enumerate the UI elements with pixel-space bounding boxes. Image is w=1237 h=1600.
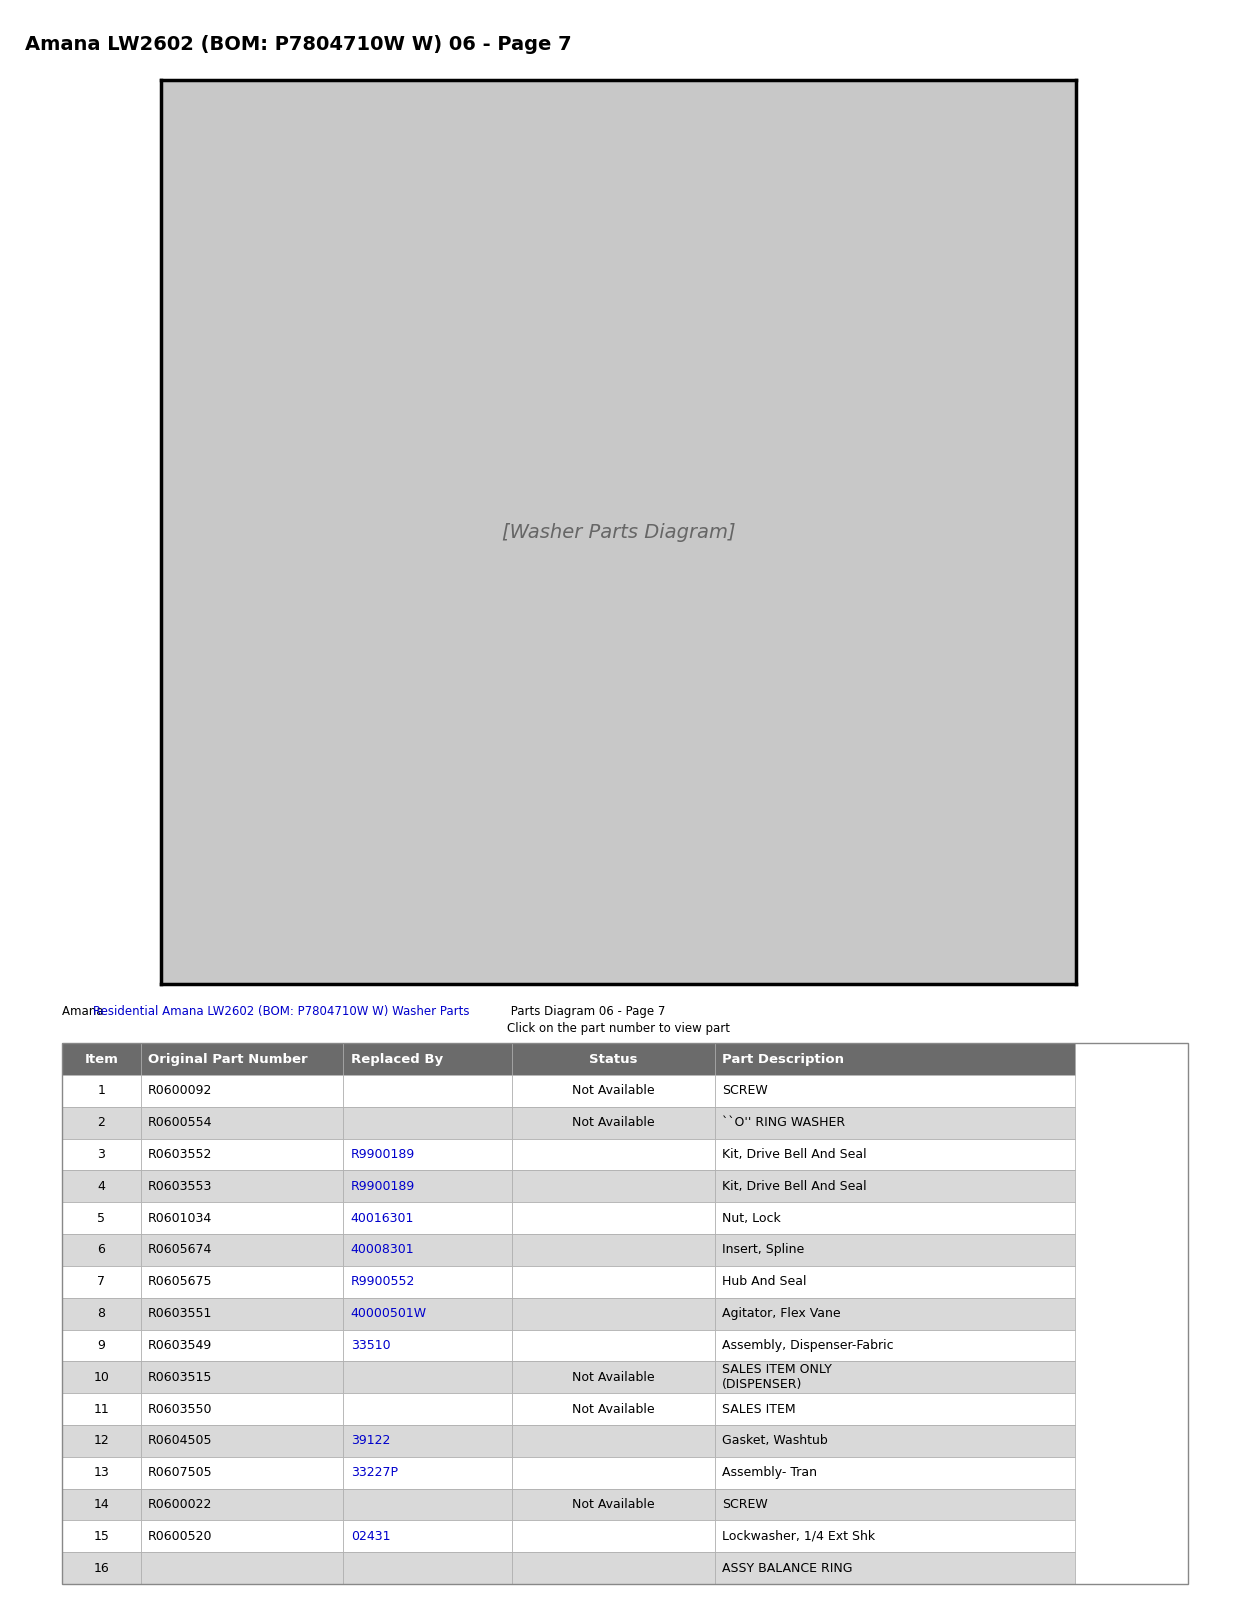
Text: SALES ITEM: SALES ITEM (722, 1403, 795, 1416)
Text: R0600022: R0600022 (148, 1498, 213, 1510)
Text: Amana: Amana (62, 1005, 108, 1018)
Text: R0600092: R0600092 (148, 1085, 213, 1098)
Text: R0603549: R0603549 (148, 1339, 213, 1352)
Text: Hub And Seal: Hub And Seal (722, 1275, 807, 1288)
Text: 7: 7 (98, 1275, 105, 1288)
Text: 8: 8 (98, 1307, 105, 1320)
Text: 1: 1 (98, 1085, 105, 1098)
Text: Gasket, Washtub: Gasket, Washtub (722, 1434, 828, 1448)
Text: 4: 4 (98, 1179, 105, 1194)
Text: Residential Amana LW2602 (BOM: P7804710W W) Washer Parts: Residential Amana LW2602 (BOM: P7804710W… (93, 1005, 469, 1018)
Text: 6: 6 (98, 1243, 105, 1256)
Text: Lockwasher, 1/4 Ext Shk: Lockwasher, 1/4 Ext Shk (722, 1530, 876, 1542)
Text: R0603553: R0603553 (148, 1179, 213, 1194)
Text: R0605675: R0605675 (148, 1275, 213, 1288)
Text: Amana LW2602 (BOM: P7804710W W) 06 - Page 7: Amana LW2602 (BOM: P7804710W W) 06 - Pag… (25, 35, 571, 54)
Text: R0603515: R0603515 (148, 1371, 213, 1384)
Text: R0603550: R0603550 (148, 1403, 213, 1416)
Text: R0600520: R0600520 (148, 1530, 213, 1542)
Text: R9900189: R9900189 (351, 1179, 414, 1194)
Text: R0601034: R0601034 (148, 1211, 213, 1224)
Text: Agitator, Flex Vane: Agitator, Flex Vane (722, 1307, 841, 1320)
Text: 5: 5 (98, 1211, 105, 1224)
Text: 3: 3 (98, 1149, 105, 1162)
Text: 33227P: 33227P (351, 1466, 397, 1478)
Text: 10: 10 (93, 1371, 109, 1384)
Text: Assembly- Tran: Assembly- Tran (722, 1466, 818, 1478)
Text: SCREW: SCREW (722, 1498, 768, 1510)
Text: Not Available: Not Available (573, 1498, 654, 1510)
Text: [Washer Parts Diagram]: [Washer Parts Diagram] (502, 523, 735, 541)
Text: Not Available: Not Available (573, 1403, 654, 1416)
Text: Replaced By: Replaced By (351, 1053, 443, 1066)
Text: R0605674: R0605674 (148, 1243, 213, 1256)
Text: Original Part Number: Original Part Number (148, 1053, 308, 1066)
Text: 12: 12 (93, 1434, 109, 1448)
Text: SCREW: SCREW (722, 1085, 768, 1098)
Text: Click on the part number to view part: Click on the part number to view part (507, 1022, 730, 1035)
Text: 33510: 33510 (351, 1339, 391, 1352)
Text: Kit, Drive Bell And Seal: Kit, Drive Bell And Seal (722, 1149, 867, 1162)
Text: R9900189: R9900189 (351, 1149, 414, 1162)
Text: 16: 16 (93, 1562, 109, 1574)
Text: Not Available: Not Available (573, 1371, 654, 1384)
Text: SALES ITEM ONLY
(DISPENSER): SALES ITEM ONLY (DISPENSER) (722, 1363, 833, 1392)
Text: 13: 13 (93, 1466, 109, 1478)
Text: Not Available: Not Available (573, 1085, 654, 1098)
Text: 40016301: 40016301 (351, 1211, 414, 1224)
Text: 39122: 39122 (351, 1434, 390, 1448)
Text: R0600554: R0600554 (148, 1117, 213, 1130)
Text: Nut, Lock: Nut, Lock (722, 1211, 781, 1224)
Text: R0604505: R0604505 (148, 1434, 213, 1448)
Text: Not Available: Not Available (573, 1117, 654, 1130)
Text: Item: Item (84, 1053, 119, 1066)
Text: R9900552: R9900552 (351, 1275, 416, 1288)
Text: 40000501W: 40000501W (351, 1307, 427, 1320)
Text: 9: 9 (98, 1339, 105, 1352)
Text: R0603552: R0603552 (148, 1149, 213, 1162)
Text: 40008301: 40008301 (351, 1243, 414, 1256)
Text: R0607505: R0607505 (148, 1466, 213, 1478)
Text: 14: 14 (93, 1498, 109, 1510)
Text: 2: 2 (98, 1117, 105, 1130)
Text: Assembly, Dispenser-Fabric: Assembly, Dispenser-Fabric (722, 1339, 894, 1352)
Text: Parts Diagram 06 - Page 7: Parts Diagram 06 - Page 7 (507, 1005, 666, 1018)
Text: 02431: 02431 (351, 1530, 390, 1542)
Text: 11: 11 (93, 1403, 109, 1416)
Text: Status: Status (589, 1053, 638, 1066)
Text: Insert, Spline: Insert, Spline (722, 1243, 804, 1256)
Text: ASSY BALANCE RING: ASSY BALANCE RING (722, 1562, 852, 1574)
Text: Kit, Drive Bell And Seal: Kit, Drive Bell And Seal (722, 1179, 867, 1194)
Text: Part Description: Part Description (722, 1053, 844, 1066)
Text: 15: 15 (93, 1530, 109, 1542)
Text: ``O'' RING WASHER: ``O'' RING WASHER (722, 1117, 845, 1130)
Text: R0603551: R0603551 (148, 1307, 213, 1320)
